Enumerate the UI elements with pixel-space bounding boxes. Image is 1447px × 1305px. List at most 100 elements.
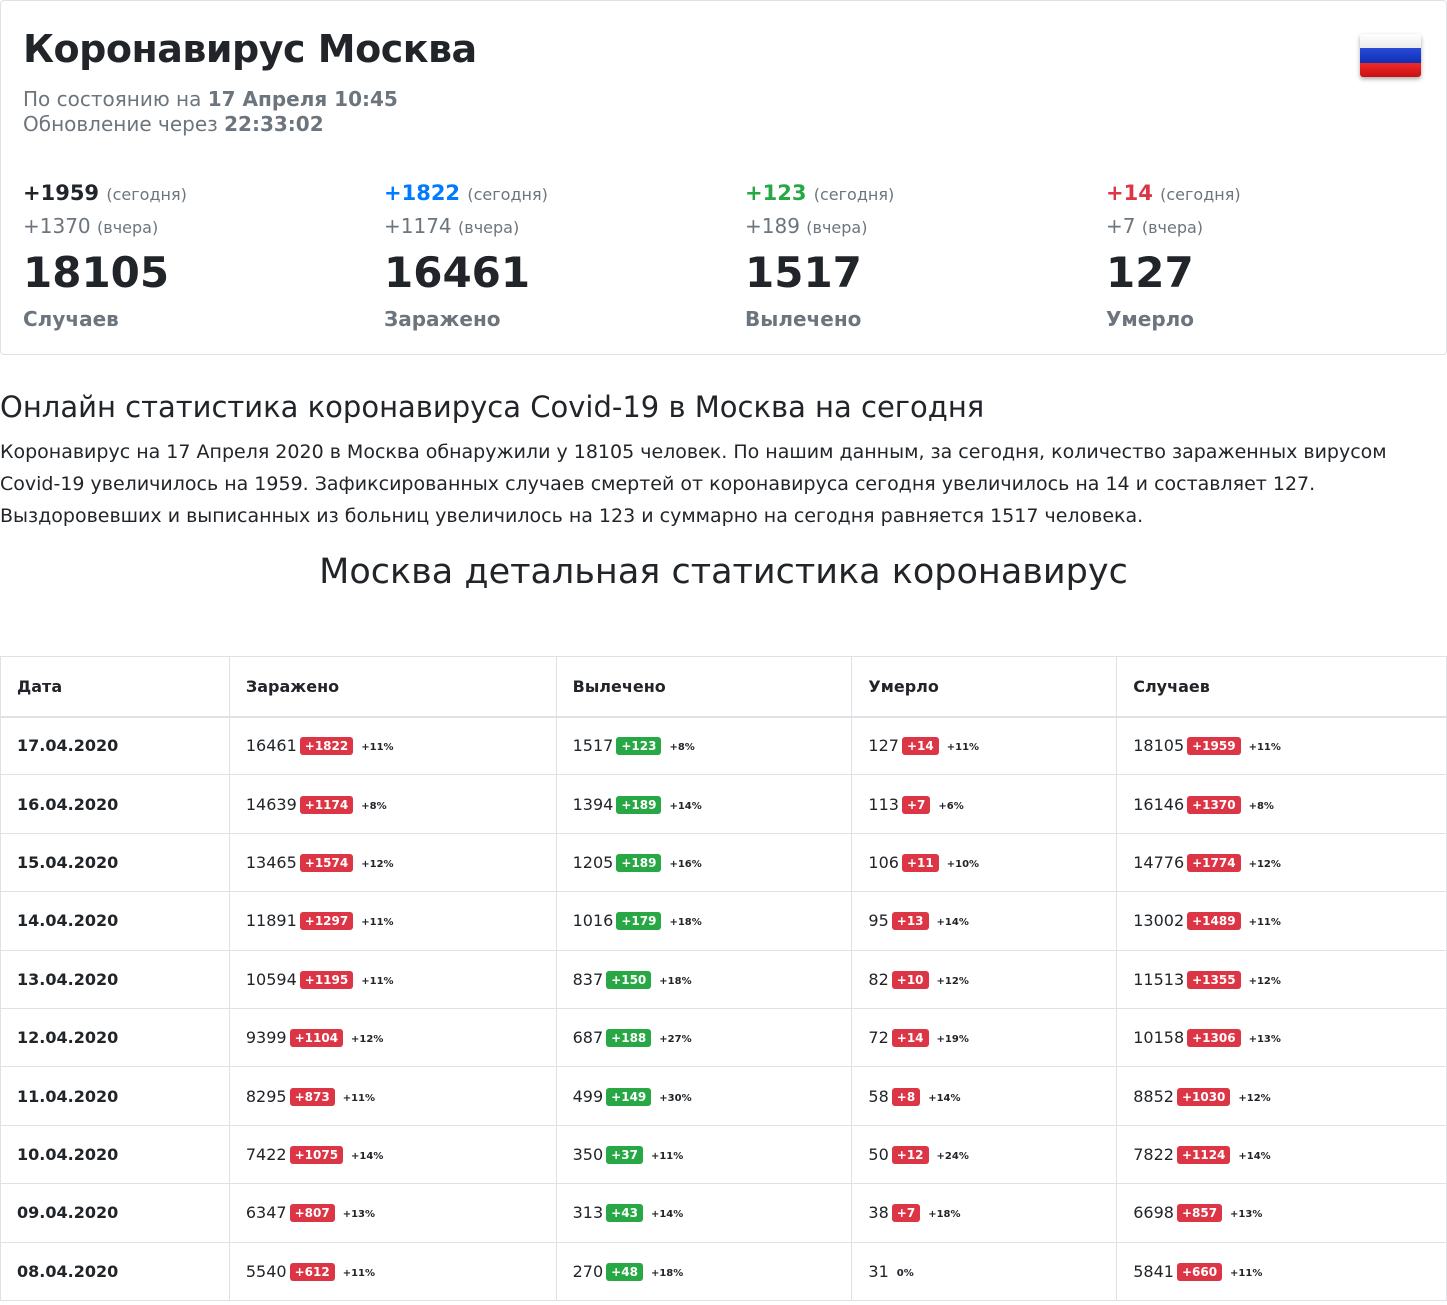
percent-change: +12% xyxy=(361,858,394,870)
summary-card: Коронавирус Москва По состоянию на 17 Ап… xyxy=(0,0,1447,355)
percent-change: +18% xyxy=(659,975,692,987)
percent-change: +11% xyxy=(342,1092,376,1104)
table-row: 08.04.2020 5540 +612 +11% 270 +48 +18% 31 0% 5841… xyxy=(0,1241,1447,1301)
stat-cell: 5540 +612 +11% xyxy=(228,1241,557,1301)
column-header-infected[interactable]: Заражено xyxy=(228,656,557,718)
cell-value: 7422 xyxy=(245,1144,287,1164)
stat-cell: 50 +12 +24% xyxy=(851,1124,1118,1185)
percent-change: +18% xyxy=(928,1209,961,1221)
cell-value: 837 xyxy=(572,969,604,989)
percent-change: +14% xyxy=(351,1150,384,1162)
percent-change: +13% xyxy=(342,1209,376,1221)
cell-value: 127 xyxy=(868,736,899,756)
cell-value: 106 xyxy=(868,852,899,872)
column-header-deaths[interactable]: Умерло xyxy=(851,656,1118,718)
percent-change: +14% xyxy=(650,1209,684,1221)
stat-cell: 72 +14 +19% xyxy=(851,1007,1118,1068)
stat-cell: 13465 +1574 +12% xyxy=(228,832,557,893)
percent-change: +11% xyxy=(342,1267,376,1279)
date-cell: 16.04.2020 xyxy=(0,774,230,834)
delta-badge: +1822 xyxy=(299,737,354,756)
column-header-date[interactable]: Дата xyxy=(0,656,230,718)
percent-change: +14% xyxy=(1238,1150,1271,1162)
percent-change: +8% xyxy=(361,800,387,812)
stat-recovered: +123 (сегодня) +189 (вчера) 1517 Вылечен… xyxy=(745,179,1105,331)
table-row: 10.04.2020 7422 +1075 +14% 350 +37 +11% 50 +12 +2… xyxy=(0,1124,1447,1185)
delta-badge: +37 xyxy=(606,1145,643,1164)
stat-today: +1822 (сегодня) xyxy=(384,181,548,205)
cell-value: 6698 xyxy=(1133,1203,1174,1223)
stat-cell: 31 0% xyxy=(851,1241,1118,1301)
delta-badge: +857 xyxy=(1176,1204,1223,1223)
russia-flag-icon[interactable] xyxy=(1360,34,1421,77)
cell-value: 1205 xyxy=(572,852,614,872)
percent-change: +6% xyxy=(938,800,964,812)
delta-badge: +807 xyxy=(289,1204,335,1223)
cell-value: 313 xyxy=(572,1203,604,1223)
delta-badge: +11 xyxy=(901,853,939,872)
online-stats-text: Коронавирус на 17 Апреля 2020 в Москва о… xyxy=(0,441,1387,527)
stat-cell: 11513 +1355 +12% xyxy=(1116,949,1447,1009)
stat-cell: 1016 +179 +18% xyxy=(555,891,853,951)
percent-change: +11% xyxy=(361,917,394,929)
percent-change: +12% xyxy=(1248,975,1281,987)
percent-change: +14% xyxy=(928,1092,961,1104)
cell-value: 7822 xyxy=(1133,1144,1174,1164)
cell-value: 1517 xyxy=(572,736,614,756)
stat-yesterday: +189 (вчера) xyxy=(745,214,868,238)
stat-cell: 82 +10 +12% xyxy=(851,949,1118,1009)
table-row: 11.04.2020 8295 +873 +11% 499 +149 +30% 58 +8 +14… xyxy=(0,1066,1447,1126)
percent-change: +27% xyxy=(659,1034,692,1046)
cell-value: 50 xyxy=(868,1144,889,1164)
percent-change: +13% xyxy=(1230,1209,1263,1221)
cell-value: 13465 xyxy=(245,852,297,872)
percent-change: +14% xyxy=(669,800,702,812)
stat-total: 18105 xyxy=(23,248,170,297)
cell-value: 14776 xyxy=(1133,852,1185,872)
percent-change: +11% xyxy=(361,742,394,754)
cell-value: 72 xyxy=(868,1028,889,1048)
column-header-cases[interactable]: Случаев xyxy=(1116,656,1447,718)
delta-badge: +1489 xyxy=(1187,912,1241,931)
online-stats-title: Онлайн статистика коронавируса Covid-19 … xyxy=(0,390,985,424)
stat-cell: 58 +8 +14% xyxy=(851,1066,1118,1126)
stat-cell: 837 +150 +18% xyxy=(555,949,853,1009)
cell-value: 350 xyxy=(572,1144,604,1164)
percent-change: +18% xyxy=(669,917,702,929)
date-cell: 08.04.2020 xyxy=(0,1241,230,1301)
delta-badge: +1104 xyxy=(289,1029,344,1048)
percent-change: +30% xyxy=(659,1092,692,1104)
cell-value: 10594 xyxy=(245,969,297,989)
delta-badge: +14 xyxy=(901,737,939,756)
stat-cell: 10594 +1195 +11% xyxy=(228,949,557,1009)
stat-label: Случаев xyxy=(23,307,119,331)
percent-change: +8% xyxy=(1248,800,1274,812)
column-header-recovered[interactable]: Вылечено xyxy=(555,656,853,718)
percent-change: +11% xyxy=(361,975,394,987)
stat-total: 127 xyxy=(1106,248,1194,297)
percent-change: +12% xyxy=(936,975,969,987)
table-row: 17.04.2020 16461 +1822 +11% 1517 +123 +8% 127 +1… xyxy=(0,715,1447,776)
cell-value: 5540 xyxy=(245,1261,287,1281)
delta-badge: +660 xyxy=(1176,1262,1223,1281)
percent-change: +11% xyxy=(650,1150,684,1162)
date-cell: 09.04.2020 xyxy=(0,1183,230,1243)
stat-cell: 5841 +660 +11% xyxy=(1116,1241,1447,1301)
percent-change: +10% xyxy=(946,858,980,870)
delta-badge: +189 xyxy=(616,795,662,814)
stat-cell: 16146 +1370 +8% xyxy=(1116,774,1447,834)
stat-label: Вылечено xyxy=(745,307,862,331)
percent-change: +12% xyxy=(1248,858,1281,870)
cell-value: 16461 xyxy=(245,736,297,756)
date-cell: 13.04.2020 xyxy=(0,949,230,1009)
delta-badge: +48 xyxy=(606,1262,643,1281)
delta-badge: +1124 xyxy=(1176,1145,1231,1164)
cell-value: 11891 xyxy=(245,911,297,931)
stat-label: Заражено xyxy=(384,307,501,331)
cell-value: 38 xyxy=(868,1203,889,1223)
delta-badge: +1306 xyxy=(1187,1029,1241,1048)
percent-change: +19% xyxy=(936,1034,969,1046)
page-title: Коронавирус Москва xyxy=(23,27,477,71)
date-cell: 11.04.2020 xyxy=(0,1066,230,1126)
stat-total: 16461 xyxy=(384,248,531,297)
